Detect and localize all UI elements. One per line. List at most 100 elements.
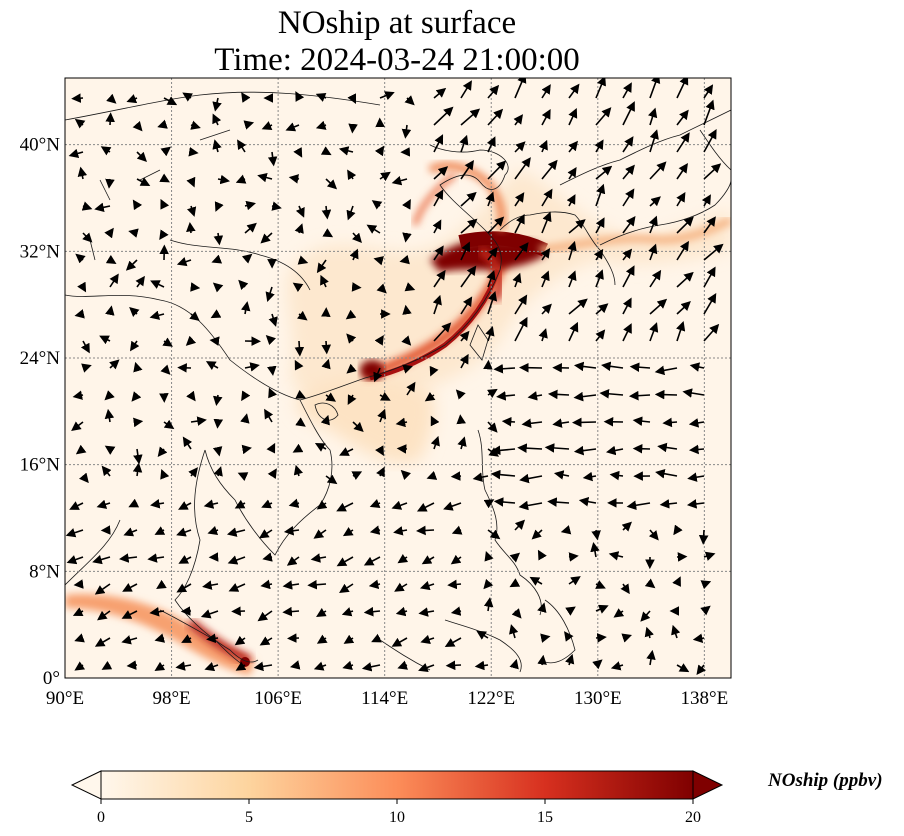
wind-arrow — [568, 83, 580, 99]
wind-arrow — [688, 418, 705, 428]
wind-arrow — [150, 280, 165, 289]
wind-arrow — [537, 654, 547, 666]
wind-arrow — [261, 499, 273, 509]
wind-arrow — [514, 519, 526, 531]
wind-arrow — [512, 272, 522, 288]
wind-arrow — [244, 222, 257, 234]
wind-arrow — [648, 243, 658, 261]
wind-arrow — [351, 471, 363, 480]
wind-arrow — [509, 658, 519, 670]
wind-arrow — [187, 205, 197, 217]
wind-arrow — [676, 320, 686, 342]
wind-arrow — [644, 626, 654, 639]
wind-arrow — [204, 661, 219, 672]
wind-arrow — [622, 265, 635, 288]
wind-arrow — [241, 444, 252, 455]
wind-arrow — [590, 541, 600, 558]
wind-arrow — [701, 194, 711, 207]
wind-arrow — [226, 527, 246, 537]
wind-arrow — [71, 421, 84, 432]
wind-arrow — [228, 583, 246, 592]
wind-arrow — [235, 661, 247, 671]
wind-arrow — [314, 442, 327, 452]
wind-arrow — [321, 358, 331, 370]
wind-arrow — [493, 497, 516, 507]
wind-arrow — [394, 582, 408, 592]
map-frame — [64, 77, 732, 679]
wind-arrow — [129, 340, 140, 352]
wind-arrow — [121, 635, 138, 645]
wind-arrow — [450, 554, 462, 565]
wind-arrow — [338, 146, 354, 156]
wind-arrow — [160, 468, 170, 480]
wind-arrow — [595, 580, 606, 589]
wind-arrow — [416, 502, 435, 512]
wind-arrow — [121, 610, 138, 619]
wind-arrow — [459, 353, 469, 369]
wind-arrow — [257, 610, 273, 622]
wind-arrow — [521, 418, 543, 429]
wind-arrow — [397, 554, 409, 564]
wind-arrow — [371, 633, 382, 643]
wind-arrow — [397, 660, 408, 670]
wind-arrow — [553, 470, 570, 480]
wind-arrow — [393, 526, 408, 536]
wind-arrow — [493, 363, 516, 374]
wind-arrow — [567, 166, 577, 180]
wind-arrow — [703, 84, 714, 99]
wind-arrow — [573, 361, 597, 372]
wind-arrow — [211, 254, 223, 264]
wind-arrow — [483, 499, 495, 509]
wind-arrow — [240, 413, 250, 424]
wind-arrow — [646, 649, 656, 666]
wind-arrow — [163, 419, 175, 430]
wind-arrow — [433, 87, 447, 99]
wind-arrow — [593, 248, 604, 261]
wind-arrow — [514, 213, 525, 234]
wind-arrow — [295, 389, 307, 399]
wind-arrow — [595, 78, 606, 99]
wind-arrow — [426, 470, 438, 480]
colorbar-tick-label: 5 — [245, 809, 253, 826]
wind-arrow — [703, 216, 716, 234]
wind-arrow — [565, 606, 576, 616]
wind-arrow — [162, 337, 173, 347]
wind-arrow — [703, 323, 720, 342]
colorbar-tick-label: 20 — [685, 809, 701, 826]
wind-arrow — [391, 175, 408, 186]
wind-arrow — [527, 391, 543, 401]
lon-tick-labels: 90°E 98°E 106°E 114°E 122°E 130°E 138°E — [46, 688, 728, 709]
wind-arrow — [399, 254, 410, 265]
wind-arrow — [238, 279, 249, 291]
wind-arrow — [214, 201, 224, 212]
wind-arrow — [100, 146, 112, 156]
wind-arrow — [71, 93, 84, 103]
wind-arrow — [673, 524, 683, 536]
wind-arrow — [106, 93, 117, 104]
wind-arrow — [432, 294, 442, 315]
wind-arrow — [509, 552, 521, 563]
wind-arrow — [629, 362, 651, 372]
wind-arrow — [363, 556, 381, 566]
wind-arrow — [149, 310, 165, 320]
wind-arrow — [496, 391, 516, 401]
wind-arrow — [501, 416, 516, 427]
wind-arrow — [402, 199, 411, 210]
wind-arrow — [347, 93, 356, 104]
wind-arrow — [622, 248, 633, 261]
wind-arrow — [531, 529, 543, 540]
wind-arrow — [101, 660, 113, 670]
wind-arrow — [379, 91, 395, 101]
wind-arrow — [485, 325, 495, 342]
wind-arrow — [433, 189, 444, 207]
wind-arrow — [565, 653, 575, 666]
wind-arrow — [517, 443, 543, 453]
wind-arrow — [190, 282, 201, 292]
lon-tick-label: 90°E — [46, 688, 84, 709]
wind-arrow — [445, 660, 462, 671]
wind-arrow — [514, 141, 526, 153]
wind-arrow — [176, 527, 192, 537]
wind-arrow — [514, 316, 528, 342]
wind-arrow — [96, 499, 111, 509]
wind-arrow — [672, 576, 681, 587]
